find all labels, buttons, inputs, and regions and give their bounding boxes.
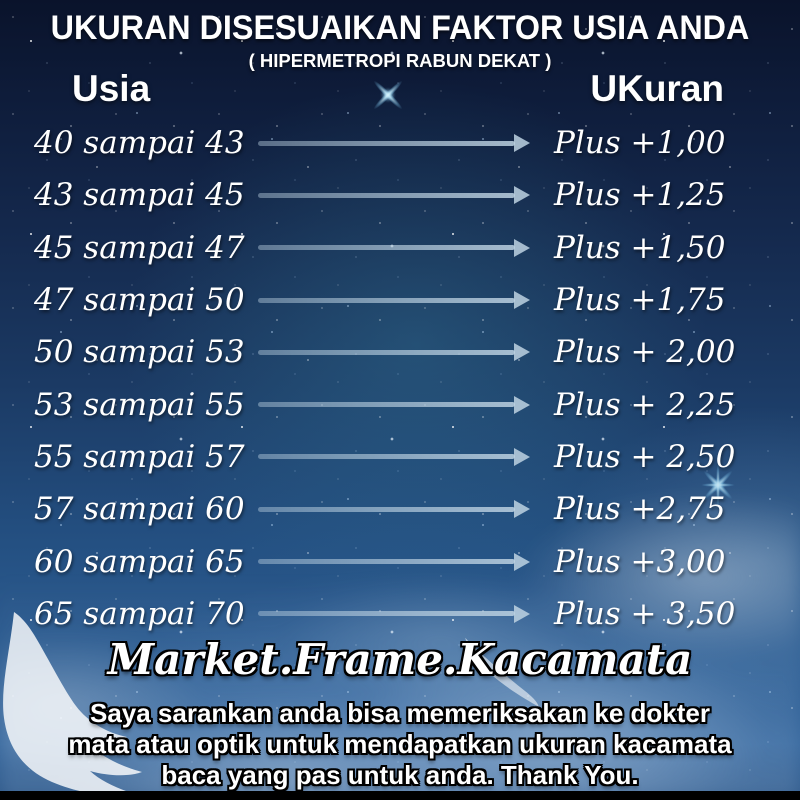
plus-size-label: Plus +1,00 bbox=[554, 125, 726, 162]
disclaimer-line: mata atau optik untuk mendapatkan ukuran… bbox=[68, 729, 732, 759]
plus-size-label: Plus +2,75 bbox=[554, 491, 726, 528]
arrow-head bbox=[514, 447, 530, 466]
disclaimer-line: baca yang pas untuk anda. Thank You. bbox=[161, 760, 639, 790]
arrow-right-icon bbox=[258, 447, 530, 466]
arrow-head bbox=[514, 134, 530, 153]
poster-title: UKURAN DISESUAIKAN FAKTOR USIA ANDA bbox=[50, 9, 750, 47]
arrow-shaft bbox=[258, 140, 515, 146]
arrow-right-icon bbox=[258, 604, 530, 623]
table-row: 47 sampai 50 Plus +1,75 bbox=[0, 274, 800, 326]
arrow-head bbox=[514, 186, 530, 205]
age-column-header: Usia bbox=[72, 68, 151, 109]
table-row: 45 sampai 47 Plus +1,50 bbox=[0, 222, 800, 274]
arrow-shaft bbox=[258, 245, 515, 251]
age-range-label: 47 sampai 50 bbox=[34, 282, 245, 319]
arrow-right-icon bbox=[258, 186, 530, 205]
size-column-header: UKuran bbox=[590, 68, 724, 109]
age-range-label: 43 sampai 45 bbox=[34, 177, 245, 214]
age-range-label: 55 sampai 57 bbox=[34, 438, 245, 475]
arrow-right-icon bbox=[258, 500, 530, 519]
arrow-shaft bbox=[258, 402, 515, 408]
plus-size-label: Plus +1,75 bbox=[554, 282, 726, 319]
age-range-label: 57 sampai 60 bbox=[34, 491, 245, 528]
arrow-shaft bbox=[258, 297, 515, 303]
table-row: 55 sampai 57 Plus + 2,50 bbox=[0, 431, 800, 483]
column-headers: Usia UKuran bbox=[0, 66, 800, 112]
age-range-label: 45 sampai 47 bbox=[34, 229, 245, 266]
arrow-shaft bbox=[258, 559, 515, 565]
table-row: 50 sampai 53 Plus + 2,00 bbox=[0, 326, 800, 378]
disclaimer-line: Saya sarankan anda bisa memeriksakan ke … bbox=[89, 698, 710, 728]
plus-size-label: Plus + 3,50 bbox=[554, 595, 736, 632]
poster-subtitle: ( HIPERMETROPI RABUN DEKAT ) bbox=[248, 50, 552, 71]
arrow-head bbox=[514, 604, 530, 623]
feather-icon bbox=[465, 637, 539, 707]
table-row: 60 sampai 65 Plus +3,00 bbox=[0, 535, 800, 587]
plus-size-label: Plus + 2,00 bbox=[554, 334, 736, 371]
age-range-label: 60 sampai 65 bbox=[34, 543, 245, 580]
arrow-head bbox=[514, 238, 530, 257]
table-row: 40 sampai 43 Plus +1,00 bbox=[0, 117, 800, 169]
table-row: 43 sampai 45 Plus +1,25 bbox=[0, 169, 800, 221]
age-range-label: 65 sampai 70 bbox=[34, 595, 245, 632]
arrow-shaft bbox=[258, 192, 515, 198]
plus-size-label: Plus + 2,25 bbox=[554, 386, 736, 423]
arrow-right-icon bbox=[258, 395, 530, 414]
arrow-right-icon bbox=[258, 291, 530, 310]
arrow-right-icon bbox=[258, 238, 530, 257]
arrow-right-icon bbox=[258, 552, 530, 571]
age-range-label: 50 sampai 53 bbox=[34, 334, 245, 371]
age-range-label: 40 sampai 43 bbox=[34, 125, 245, 162]
arrow-shaft bbox=[258, 611, 515, 617]
disclaimer-text: Saya sarankan anda bisa memeriksakan ke … bbox=[0, 698, 800, 791]
table-row: 65 sampai 70 Plus + 3,50 bbox=[0, 588, 800, 640]
arrow-shaft bbox=[258, 506, 515, 512]
bottom-black-bar bbox=[0, 791, 800, 800]
brand-name: Market.Frame.Kacamata bbox=[107, 635, 693, 684]
arrow-shaft bbox=[258, 454, 515, 460]
plus-size-label: Plus +1,50 bbox=[554, 229, 726, 266]
plus-size-label: Plus + 2,50 bbox=[554, 438, 736, 475]
age-range-label: 53 sampai 55 bbox=[34, 386, 245, 423]
arrow-head bbox=[514, 552, 530, 571]
arrow-shaft bbox=[258, 349, 515, 355]
table-row: 57 sampai 60 Plus +2,75 bbox=[0, 483, 800, 535]
plus-size-label: Plus +3,00 bbox=[554, 543, 726, 580]
arrow-head bbox=[514, 500, 530, 519]
plus-size-label: Plus +1,25 bbox=[554, 177, 726, 214]
angel-wing-icon bbox=[3, 612, 142, 797]
arrow-right-icon bbox=[258, 134, 530, 153]
table-row: 53 sampai 55 Plus + 2,25 bbox=[0, 378, 800, 430]
arrow-right-icon bbox=[258, 343, 530, 362]
arrow-head bbox=[514, 395, 530, 414]
age-size-table: 40 sampai 43 Plus +1,00 43 sampai 45 Plu… bbox=[0, 117, 800, 640]
arrow-head bbox=[514, 343, 530, 362]
arrow-head bbox=[514, 291, 530, 310]
